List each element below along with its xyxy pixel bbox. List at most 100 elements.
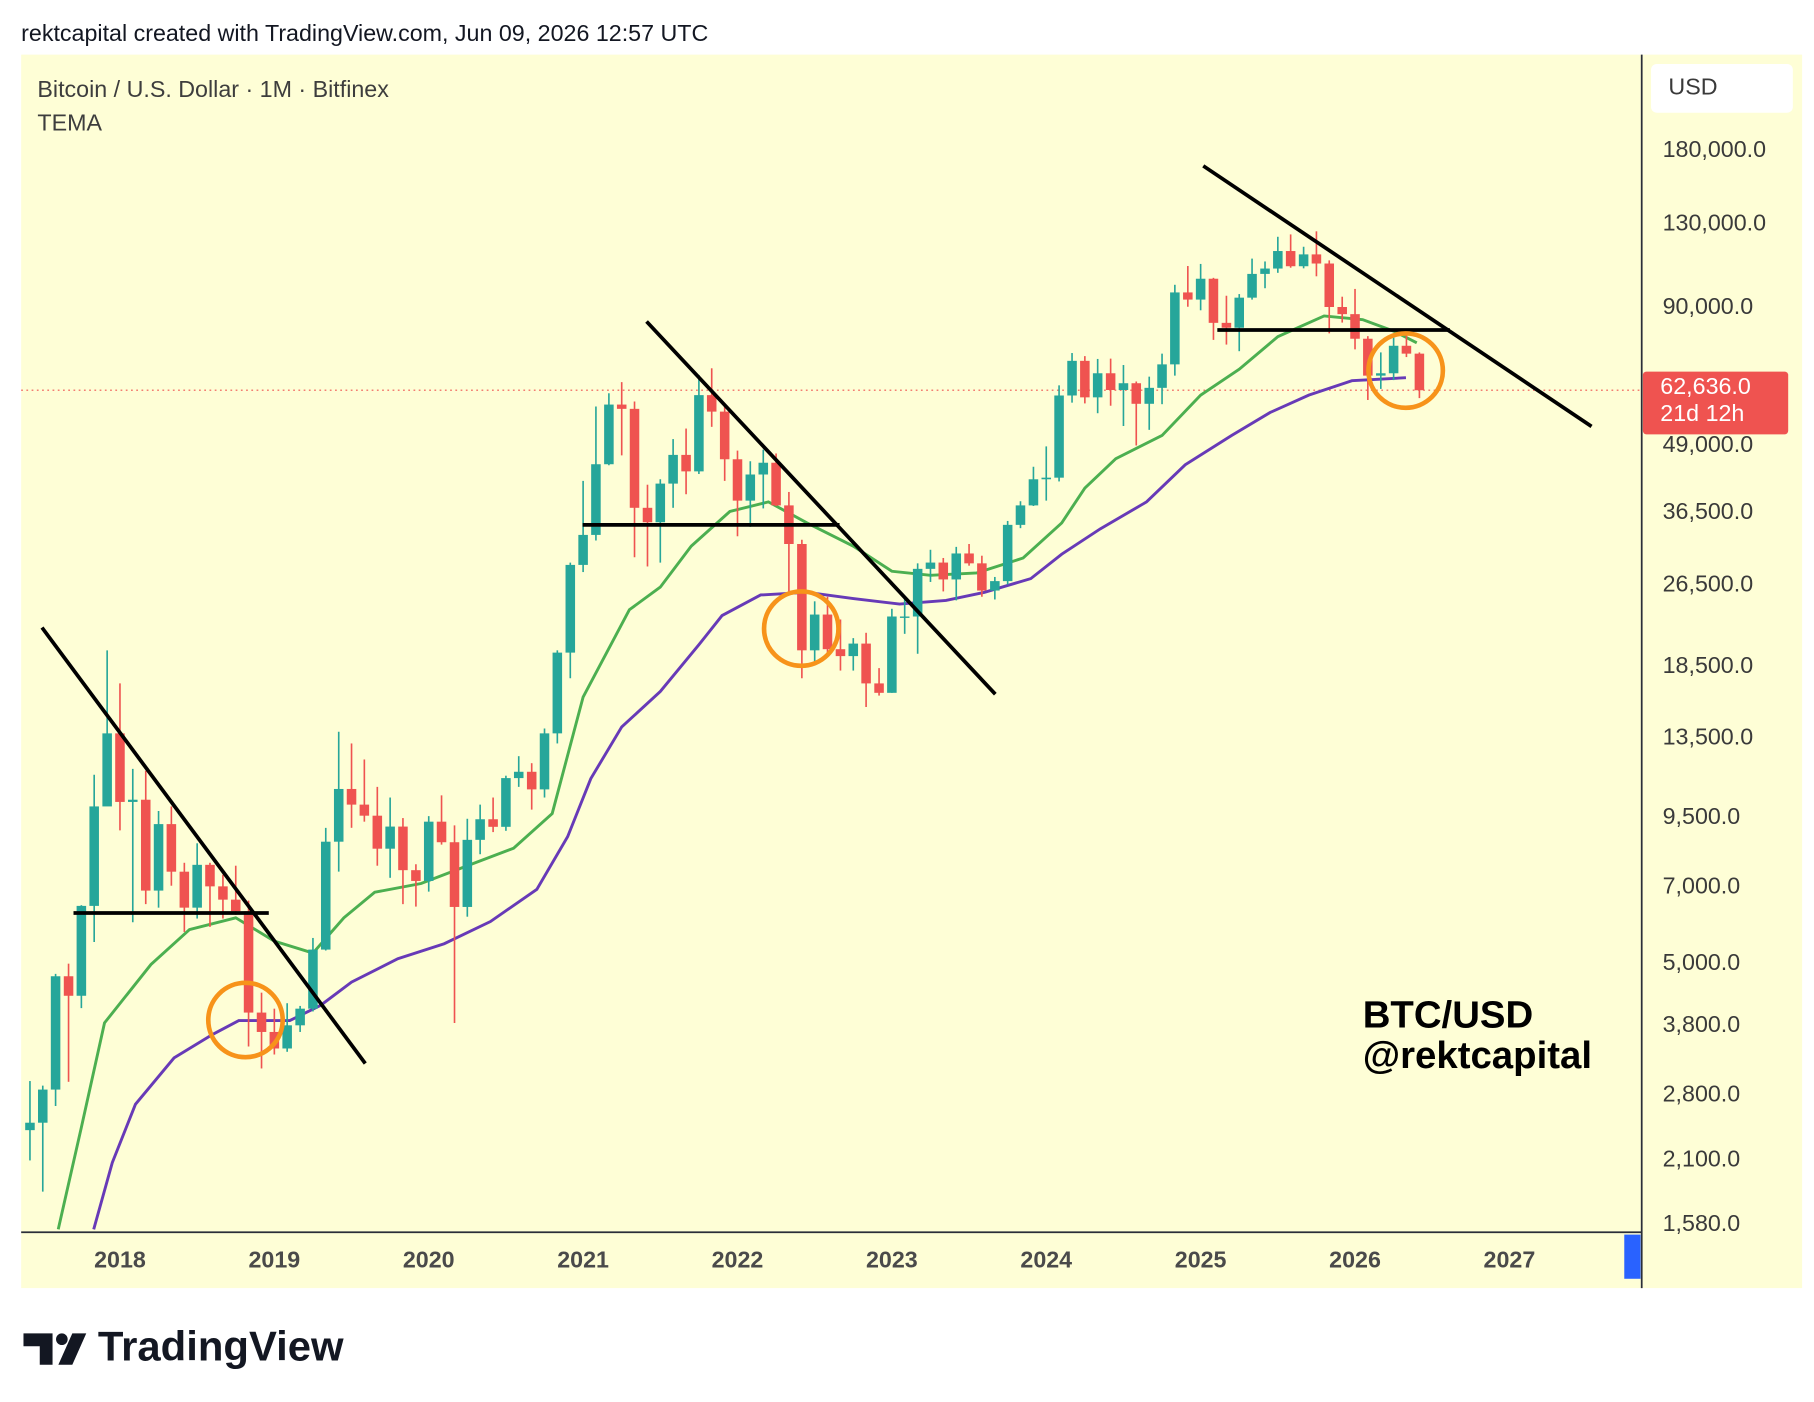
- chart-title: Bitcoin / U.S. Dollar · 1M · Bitfinex: [37, 76, 389, 102]
- candle-body: [526, 771, 537, 790]
- candle-body: [1247, 273, 1257, 298]
- x-tick-label: 2027: [1484, 1246, 1536, 1272]
- candle-body: [359, 804, 370, 816]
- candle-body: [1131, 383, 1142, 404]
- candle-body: [1041, 477, 1052, 480]
- chart-background: [21, 54, 1803, 1289]
- candle-body: [681, 454, 691, 472]
- annotation: BTC/USD: [1363, 993, 1533, 1036]
- candle-body: [423, 821, 434, 881]
- candle-body: [1414, 353, 1425, 391]
- candle-body: [732, 459, 743, 501]
- candle-body: [1311, 254, 1322, 264]
- candle-body: [1092, 373, 1103, 398]
- candle-body: [282, 1025, 292, 1049]
- candle-body: [1208, 278, 1219, 323]
- candle-body: [809, 614, 820, 651]
- candle-body: [539, 733, 550, 790]
- candle-body: [719, 411, 730, 460]
- highlight-circle: [205, 980, 286, 1060]
- candle-body: [501, 778, 511, 827]
- x-tick-label: 2018: [94, 1246, 146, 1272]
- candle-body: [591, 464, 601, 535]
- x-tick-label: 2020: [403, 1246, 455, 1272]
- annotation: @rektcapital: [1363, 1034, 1592, 1077]
- candle-body: [925, 562, 936, 569]
- y-tick-label: 36,500.0: [1663, 498, 1754, 524]
- candle-body: [295, 1008, 305, 1026]
- candle-body: [372, 815, 383, 849]
- candle-body: [153, 824, 164, 891]
- tema-line: [92, 376, 1407, 1230]
- candle-body: [1388, 345, 1399, 374]
- candle-body: [63, 976, 74, 996]
- candle-body: [771, 462, 781, 506]
- indicator-label: TEMA: [37, 110, 102, 136]
- candle-body: [822, 614, 833, 650]
- candle-body: [256, 1012, 267, 1032]
- candle-body: [1221, 322, 1232, 328]
- x-tick-label: 2026: [1329, 1246, 1381, 1272]
- candle-body: [1105, 373, 1116, 390]
- candle-body: [874, 683, 884, 693]
- x-tick-label: 2025: [1175, 1246, 1227, 1272]
- candle-body: [1401, 345, 1412, 354]
- candle-body: [179, 871, 190, 908]
- candle-body: [462, 839, 473, 907]
- candle-body: [578, 534, 588, 565]
- candle-body: [1002, 524, 1013, 582]
- candle-body: [475, 819, 485, 840]
- currency-box[interactable]: [1651, 63, 1793, 113]
- candle-body: [604, 404, 614, 465]
- candle-body: [552, 652, 563, 734]
- trendline: [40, 626, 367, 1065]
- candle-body: [861, 643, 871, 684]
- candle-body: [951, 553, 962, 580]
- candle-body: [899, 616, 910, 618]
- x-tick-label: 2022: [712, 1246, 764, 1272]
- y-tick-label: 2,800.0: [1663, 1080, 1741, 1106]
- y-tick-label: 49,000.0: [1663, 431, 1754, 457]
- candle-body: [1195, 278, 1206, 300]
- candle-body: [385, 826, 395, 849]
- candle-body: [1350, 314, 1360, 339]
- scroll-marker: [1624, 1234, 1641, 1279]
- candle-body: [115, 733, 125, 802]
- header: rektcapital created with TradingView.com…: [21, 20, 708, 46]
- candle-body: [1337, 307, 1347, 315]
- candle-body: [488, 819, 498, 827]
- candle-body: [436, 821, 447, 843]
- candle-body: [694, 395, 704, 472]
- y-tick-label: 26,500.0: [1663, 570, 1754, 596]
- currency[interactable]: USD: [1668, 73, 1717, 99]
- x-tick-label: 2021: [557, 1246, 609, 1272]
- candle-body: [38, 1089, 48, 1123]
- countdown: 21d 12h: [1660, 400, 1744, 426]
- candle-body: [192, 864, 202, 908]
- y-tick-label: 130,000.0: [1663, 210, 1767, 236]
- candle-body: [977, 563, 987, 591]
- candle-body: [76, 905, 87, 996]
- y-tick-label: 18,500.0: [1663, 652, 1754, 678]
- candle-body: [938, 562, 949, 580]
- price-label-box: [1642, 371, 1789, 435]
- candle-body: [655, 483, 666, 523]
- candle-body: [964, 553, 974, 564]
- candle-body: [642, 507, 653, 523]
- x-tick-label: 2024: [1020, 1246, 1072, 1272]
- x-axis: 2018 2019 2020 2021 2022 2023 2024 2025 2026 2027: [94, 1246, 1535, 1272]
- candle-body: [1260, 268, 1270, 274]
- candle-body: [218, 886, 228, 900]
- candle-body: [346, 788, 357, 805]
- candle-body: [1118, 383, 1129, 390]
- candle-body: [565, 564, 576, 653]
- candle-body: [1054, 395, 1064, 478]
- candle-body: [797, 543, 807, 651]
- candle-body: [140, 799, 151, 891]
- y-tick-label: 3,800.0: [1663, 1011, 1741, 1037]
- candle-body: [1144, 387, 1154, 404]
- candle-body: [513, 771, 524, 779]
- trendline: [1202, 164, 1593, 428]
- candle-body: [1376, 373, 1386, 376]
